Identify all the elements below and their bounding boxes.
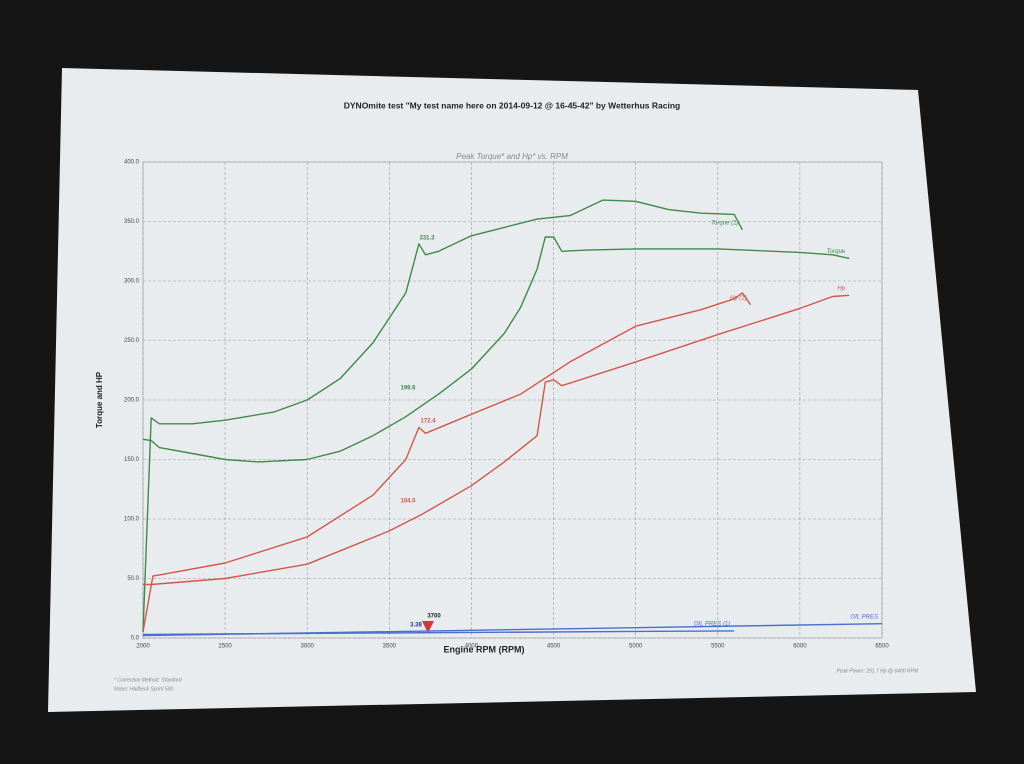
paper: [48, 68, 976, 712]
chart-title: DYNOmite test "My test name here on 2014…: [344, 100, 680, 110]
x-tick-label: 5000: [629, 644, 643, 650]
series-label: OIL PRES (1): [694, 621, 731, 627]
footnote: Peak Power: 291.7 Hp @ 6400 RPM: [836, 668, 918, 674]
y-tick-label: 350.0: [124, 219, 140, 225]
x-tick-label: 3000: [301, 644, 315, 650]
y-tick-label: 100.0: [124, 517, 140, 523]
footnote: * Correction Method: Standard: [114, 677, 182, 683]
series-line: [143, 294, 850, 586]
series-line: [142, 236, 850, 463]
y-tick-label: 400.0: [124, 160, 140, 166]
x-tick-label: 5500: [711, 644, 725, 650]
series-line: [142, 199, 744, 633]
y-tick-label: 50.0: [127, 576, 139, 582]
y-tick-label: 150.0: [124, 457, 140, 463]
annotation: 3.38: [410, 623, 422, 629]
annotation: 3700: [427, 614, 441, 620]
series-label: Hp (1): [730, 295, 747, 301]
y-tick-label: 300.0: [124, 279, 140, 285]
x-tick-label: 4000: [465, 644, 479, 650]
y-tick-label: 250.0: [124, 338, 140, 344]
x-tick-label: 6500: [875, 644, 889, 650]
series-label: OIL PRES: [850, 614, 878, 620]
footnote: Notes: Hallbeck Sprint 500: [114, 686, 173, 692]
x-tick-label: 4500: [547, 644, 561, 650]
x-tick-label: 2000: [136, 644, 150, 650]
x-axis-label: Engine RPM (RPM): [444, 644, 525, 654]
x-tick-label: 2500: [218, 644, 232, 650]
series-line: [142, 623, 883, 637]
series-label: Torque (1): [711, 220, 738, 226]
series-label: Torque: [827, 249, 846, 255]
series-line: [142, 292, 752, 633]
annotation: 331.3: [419, 236, 435, 242]
annotation: 172.4: [420, 419, 436, 425]
rpm-marker: [422, 621, 434, 633]
annotation: 199.6: [400, 386, 416, 392]
x-tick-label: 6000: [793, 644, 807, 650]
series-label: Hp: [837, 286, 845, 292]
y-axis-label: Torque and HP: [95, 371, 104, 428]
annotation: 104.0: [400, 499, 416, 505]
x-tick-label: 3500: [383, 644, 397, 650]
y-tick-label: 200.0: [124, 398, 140, 404]
chart-subtitle: Peak Torque* and Hp* vs. RPM: [456, 152, 568, 161]
y-tick-label: 0.0: [131, 636, 140, 642]
